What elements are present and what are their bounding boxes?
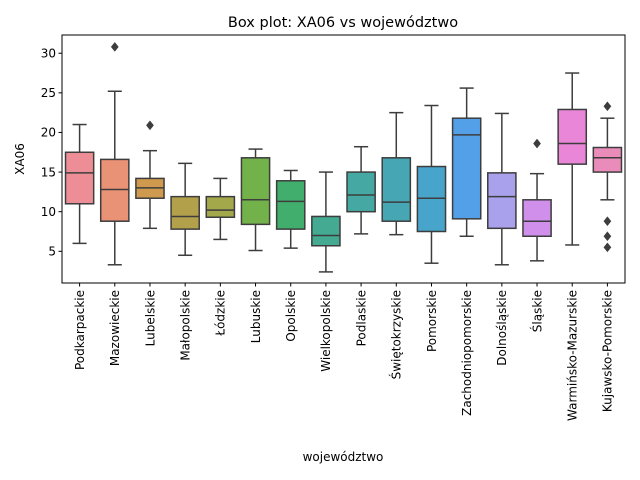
x-tick-label: Małopolskie — [178, 290, 192, 361]
x-tick-label: Mazowieckie — [108, 290, 122, 366]
outlier-marker — [146, 120, 154, 131]
x-tick-label: Podkarpackie — [73, 290, 87, 370]
y-axis: 5 10 15 20 25 30 — [41, 46, 62, 259]
box-group — [487, 112, 517, 266]
x-tick-label: Lubuskie — [249, 290, 263, 343]
y-tick-label: 25 — [41, 86, 56, 100]
box-group — [240, 148, 271, 252]
box-body — [275, 180, 306, 230]
x-tick-label: Warmińsko-Mazurskie — [566, 290, 580, 421]
box-body — [557, 108, 588, 165]
y-tick-label: 5 — [48, 245, 56, 259]
box-body — [170, 195, 200, 230]
box-body — [592, 146, 623, 173]
x-axis-title: województwo — [303, 450, 384, 464]
box-body — [522, 199, 552, 238]
box-group — [522, 138, 552, 262]
x-tick-label: Wielkopolskie — [319, 290, 333, 372]
box-group — [205, 177, 236, 241]
x-tick-label: Kujawsko-Pomorskie — [601, 290, 615, 412]
y-tick-label: 10 — [41, 205, 56, 219]
box-body — [99, 158, 130, 222]
outlier-marker — [533, 138, 541, 149]
outlier-marker — [110, 41, 119, 52]
box-body — [205, 195, 236, 218]
outlier-marker — [603, 101, 612, 112]
box-group — [275, 169, 306, 249]
box-body — [64, 151, 95, 205]
x-axis: Podkarpackie Mazowieckie Lubelskie Małopols… — [73, 283, 615, 421]
boxes-layer — [64, 41, 623, 273]
x-tick-label: Lubelskie — [143, 290, 157, 346]
x-tick-label: Zachodniopomorskie — [460, 290, 474, 416]
box-body — [487, 172, 517, 230]
x-tick-label: Dolnośląskie — [495, 290, 509, 366]
outlier-marker — [603, 231, 612, 242]
outlier-marker — [603, 216, 612, 227]
box-body — [346, 171, 376, 213]
box-body — [240, 157, 271, 226]
box-group — [346, 145, 376, 235]
outlier-marker — [603, 242, 612, 253]
box-body — [416, 165, 447, 233]
box-group — [416, 104, 447, 264]
plot-frame — [61, 34, 626, 284]
box-body — [451, 117, 482, 220]
chart-title: Box plot: XA06 vs województwo — [228, 15, 458, 31]
y-tick-label: 20 — [41, 126, 56, 140]
box-body — [381, 157, 412, 222]
x-tick-label: Łódzkie — [214, 290, 228, 337]
x-tick-label: Śląskie — [529, 290, 544, 332]
box-group — [135, 120, 165, 230]
box-group — [381, 111, 412, 236]
box-body — [311, 215, 341, 247]
y-tick-label: 15 — [41, 165, 56, 179]
box-group — [64, 123, 95, 245]
box-group — [592, 101, 623, 253]
x-tick-label: Pomorskie — [425, 290, 439, 352]
y-axis-title: XA06 — [13, 143, 27, 175]
box-group — [557, 72, 588, 246]
x-tick-label: Podlaskie — [354, 290, 368, 346]
x-tick-label: Świętokrzyskie — [389, 290, 404, 379]
box-group — [170, 162, 200, 257]
box-group — [99, 41, 130, 266]
box-group — [451, 87, 482, 238]
y-tick-label: 30 — [41, 46, 56, 60]
box-group — [311, 171, 341, 273]
x-tick-label: Opolskie — [284, 290, 298, 342]
